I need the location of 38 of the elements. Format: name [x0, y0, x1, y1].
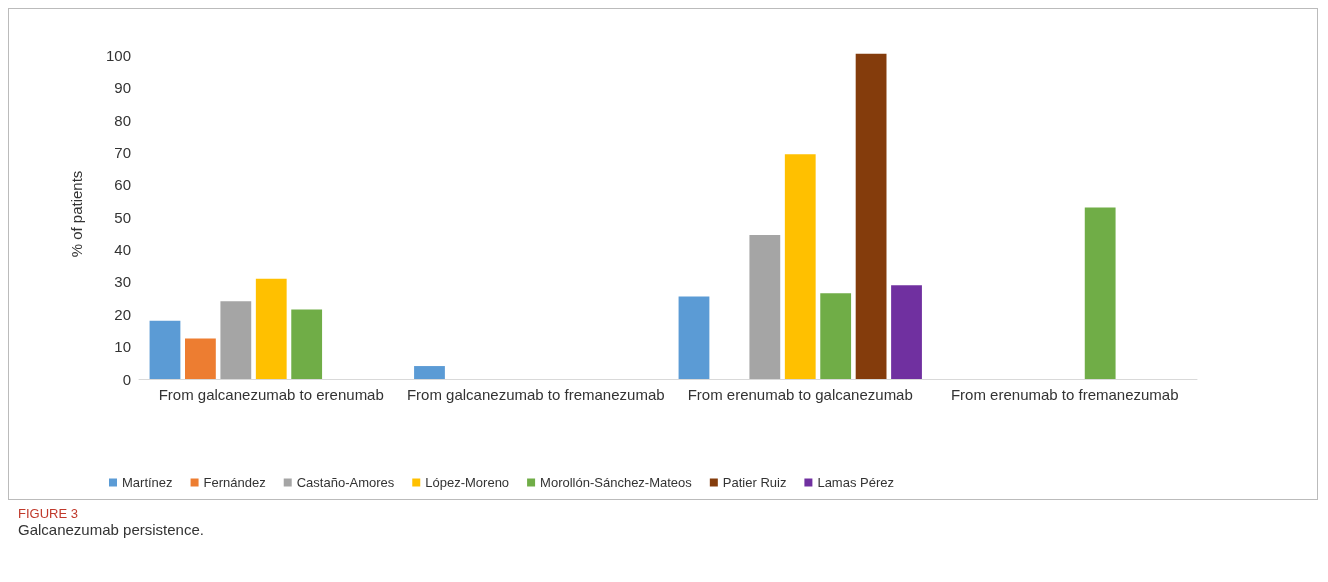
bar	[891, 285, 922, 379]
y-tick-label: 100	[105, 46, 131, 64]
legend-label: Morollón-Sánchez-Mateos	[540, 475, 693, 490]
legend-label: López-Moreno	[425, 475, 510, 490]
legend-label: Martínez	[122, 475, 173, 490]
bar	[291, 309, 323, 379]
bar	[678, 296, 710, 379]
text: Galcanezumab persistence.	[18, 521, 205, 538]
legend-label: Patier Ruiz	[722, 475, 787, 490]
y-axis-title: % of patients	[68, 170, 85, 258]
x-tick-label: From galcanezumab to erenumab	[158, 386, 384, 403]
x-tick-label: From erenumab to galcanezumab	[687, 386, 913, 403]
y-tick-label: 30	[114, 273, 131, 291]
y-tick-label: 60	[114, 176, 131, 194]
bar	[185, 338, 216, 379]
y-tick-label: 10	[114, 338, 131, 356]
bar	[749, 235, 781, 379]
y-tick-label: 20	[114, 305, 131, 323]
y-tick-label: 80	[114, 111, 131, 129]
bar	[220, 301, 252, 379]
legend-label: Lamas Pérez	[817, 475, 894, 490]
y-tick-label: 70	[114, 144, 131, 162]
x-tick-label: From galcanezumab to fremanezumab	[406, 386, 665, 403]
bar	[784, 154, 816, 379]
bar	[255, 278, 287, 379]
bar	[855, 53, 887, 379]
y-tick-label: 90	[114, 79, 131, 97]
bar	[820, 293, 852, 379]
legend-label: Fernández	[203, 475, 266, 490]
text: FIGURE 3	[18, 506, 79, 521]
y-tick-label: 40	[114, 241, 131, 259]
bar	[414, 366, 445, 379]
y-tick-label: 0	[122, 370, 131, 388]
bar	[1084, 207, 1116, 379]
y-tick-label: 50	[114, 208, 131, 226]
bar	[149, 320, 181, 379]
x-tick-label: From erenumab to fremanezumab	[950, 386, 1179, 403]
legend-label: Castaño-Amores	[296, 475, 395, 490]
